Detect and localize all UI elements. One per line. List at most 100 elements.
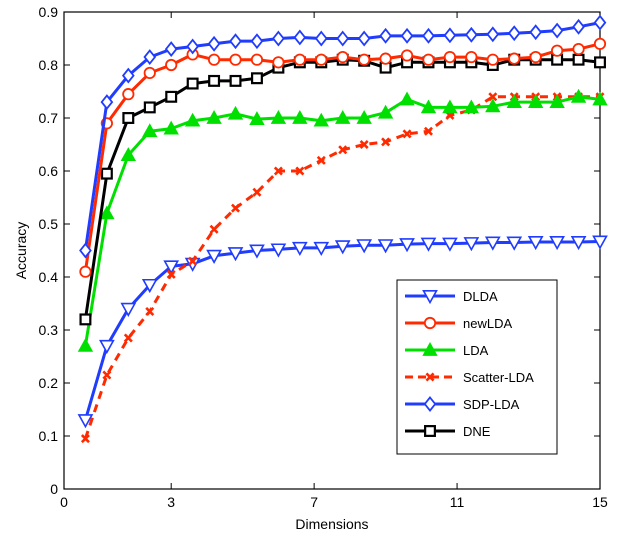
data-point-lda [420,99,437,114]
data-point-sdp-lda [143,49,157,65]
data-point-scatter-lda [295,166,305,176]
data-point-newlda [272,56,285,69]
data-point-newlda [465,50,478,64]
data-point-lda [163,120,179,135]
data-point-scatter-lda [209,224,219,234]
data-point-newlda [207,53,221,66]
data-point-sdp-lda [186,38,199,55]
legend-marker-dlda [422,289,438,305]
data-point-scatter-lda [252,187,262,197]
data-point-scatter-lda [338,145,348,155]
data-point-scatter-lda [80,434,90,444]
data-point-newlda [551,44,564,57]
data-point-lda [120,147,137,162]
data-point-scatter-lda [102,370,112,380]
data-point-scatter-lda [359,140,369,149]
data-point-dlda [227,247,244,262]
data-point-newlda [358,53,371,66]
data-point-dne [79,313,92,326]
series-sdp-lda [79,14,607,259]
x-tick-label: 3 [167,494,175,510]
data-point-sdp-lda [314,30,328,47]
data-point-newlda [572,42,585,56]
data-point-sdp-lda [465,26,478,43]
y-tick-label: 0.6 [39,163,59,179]
plot-frame [63,11,601,490]
data-point-dne [165,90,178,103]
data-point-dlda [399,238,415,253]
data-point-sdp-lda [272,30,285,47]
data-point-sdp-lda [593,14,607,31]
data-point-dlda [77,414,94,429]
data-point-lda [592,91,608,106]
data-point-sdp-lda [357,30,371,47]
legend-entry-dlda: DLDA [405,289,498,305]
data-point-lda [527,94,544,109]
data-point-lda [313,112,329,127]
legend-entry-dne: DNE [405,424,491,439]
data-point-sdp-lda [507,25,521,42]
data-point-newlda [593,37,607,50]
legend-box [396,279,558,455]
data-point-sdp-lda [422,27,435,44]
data-point-dlda [463,237,480,252]
data-point-dlda [570,236,587,251]
data-point-sdp-lda [79,242,92,259]
legend-label-newlda: newLDA [463,316,512,331]
legend-label-sdp-lda: SDP-LDA [463,397,520,412]
legend-marker-newlda [423,316,437,330]
data-point-dlda [420,237,437,252]
data-point-dlda [442,237,458,252]
x-tick-label: 11 [450,494,465,510]
data-point-dlda [99,339,115,355]
data-point-sdp-lda [529,24,543,41]
data-point-sdp-lda [293,29,307,46]
data-point-dlda [356,239,373,254]
data-point-sdp-lda [443,27,457,44]
legend-entry-scatter-lda: Scatter-LDA [405,370,534,385]
data-point-lda [249,111,265,125]
data-point-dlda [249,244,265,259]
y-tick-label: 0 [50,481,58,497]
x-axis-label: Dimensions [295,516,368,532]
legend-label-dne: DNE [463,424,491,439]
data-point-sdp-lda [379,27,392,44]
data-point-newlda [250,53,264,66]
y-tick-label: 0.3 [39,322,59,338]
legend-entry-newlda: newLDA [405,316,512,331]
data-point-lda [485,98,501,113]
data-point-scatter-lda [402,129,412,139]
data-point-dne [229,74,242,87]
legend-label-lda: LDA [463,343,489,358]
data-point-sdp-lda [250,33,264,50]
data-point-dlda [592,235,608,250]
data-point-sdp-lda [400,27,414,44]
data-point-dlda [549,236,565,251]
data-point-scatter-lda [145,306,155,316]
data-point-newlda [122,88,135,101]
legend-label-scatter-lda: Scatter-LDA [463,370,534,385]
data-point-dlda [334,240,351,255]
y-tick-label: 0.7 [39,110,59,126]
data-point-newlda [422,53,435,66]
data-point-newlda [315,53,328,66]
data-point-dne [122,112,135,124]
data-point-scatter-lda [231,203,241,213]
data-point-newlda [508,52,521,65]
legend-entry-lda: LDA [405,342,489,358]
data-point-sdp-lda [100,94,114,111]
data-point-lda [77,337,94,352]
data-point-lda [227,105,244,120]
data-point-dne [594,56,606,69]
data-point-lda [142,123,158,138]
data-point-dlda [206,249,222,264]
legend: DLDA newLDA LDA Scatter-LDA SDP-LDA DNE [396,279,558,455]
data-point-lda [99,205,115,220]
data-point-dlda [291,241,308,256]
legend-entry-sdp-lda: SDP-LDA [405,396,520,412]
y-tick-label: 0.5 [39,216,59,232]
data-point-scatter-lda [316,155,326,165]
data-point-dlda [313,241,330,256]
data-point-scatter-lda [123,333,133,343]
